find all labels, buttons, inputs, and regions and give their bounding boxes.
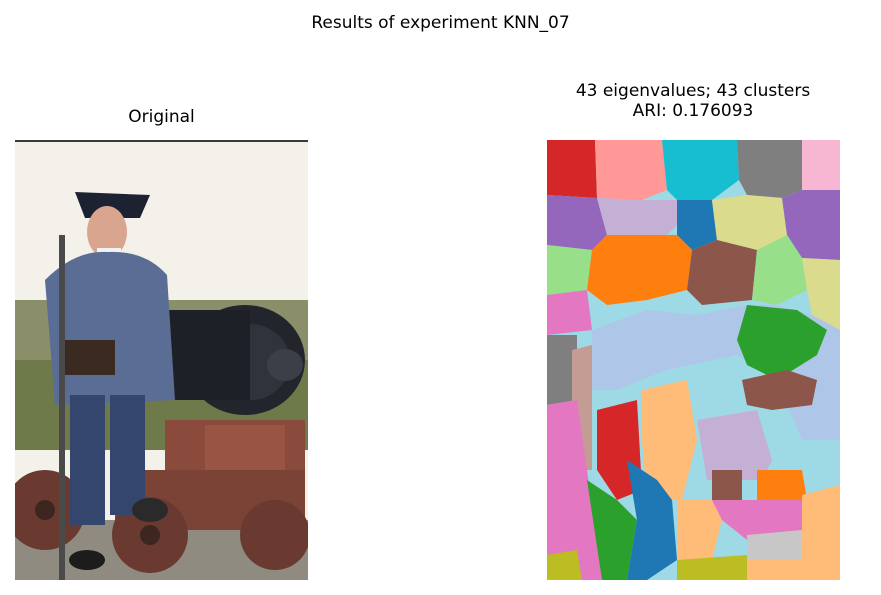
figure-suptitle: Results of experiment KNN_07 <box>311 13 570 33</box>
segmentation-title: 43 eigenvalues; 43 clusters ARI: 0.17609… <box>500 81 881 121</box>
segmentation-title-line2: ARI: 0.176093 <box>632 101 754 121</box>
tricorn-hat <box>75 192 150 218</box>
original-image-title: Original <box>128 107 195 127</box>
segmentation-image <box>547 140 840 580</box>
original-image <box>15 140 308 580</box>
soldier-face <box>87 206 127 258</box>
segmentation-title-line1: 43 eigenvalues; 43 clusters <box>575 81 811 101</box>
musket <box>59 235 65 580</box>
